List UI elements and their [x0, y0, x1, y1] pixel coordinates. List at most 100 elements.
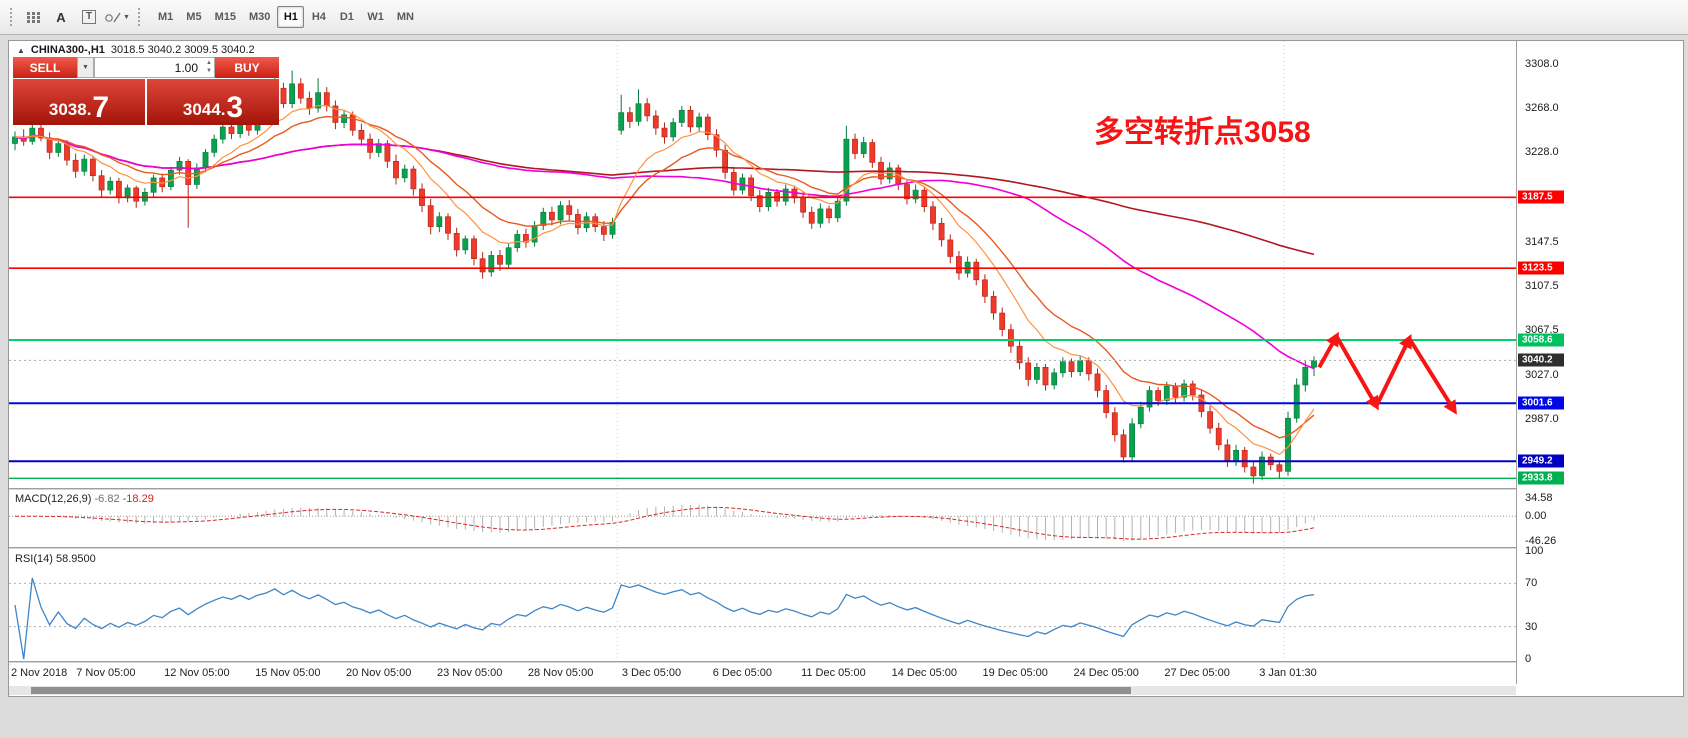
time-label: 28 Nov 05:00 — [527, 667, 594, 679]
pane-separator-macd[interactable] — [9, 488, 1683, 490]
horizontal-lines — [9, 196, 1516, 479]
time-label: 27 Dec 05:00 — [1164, 667, 1230, 679]
ma-lines — [14, 105, 1315, 456]
price-line-badge: 3001.6 — [1518, 396, 1564, 410]
time-label: 19 Dec 05:00 — [982, 667, 1048, 679]
timeframe-h1[interactable]: H1 — [277, 6, 305, 28]
grid-icon-glyph — [26, 11, 40, 23]
timeframe-w1[interactable]: W1 — [367, 11, 384, 23]
macd-axis-tick: 34.58 — [1525, 491, 1553, 504]
macd-indicator-label: MACD(12,26,9) -6.82 -18.29 — [15, 493, 154, 505]
timeframe-m1[interactable]: M1 — [158, 11, 174, 23]
time-label: 11 Dec 05:00 — [801, 667, 866, 679]
macd-axis-tick: -46.26 — [1525, 535, 1557, 548]
price-tick: 3147.5 — [1525, 235, 1559, 248]
current-price-badge: 3040.2 — [1518, 353, 1564, 367]
price-tick: 3107.5 — [1525, 279, 1559, 292]
chart-annotation-text[interactable]: 多空转折点3058 — [1094, 116, 1311, 149]
chart-window: ▲ CHINA300-,H1 3018.5 3040.2 3009.5 3040… — [8, 40, 1684, 697]
price-tick: 3268.0 — [1525, 102, 1559, 115]
time-label: 15 Nov 05:00 — [255, 667, 321, 679]
horizontal-scrollbar[interactable] — [9, 686, 1516, 695]
volume-input[interactable]: 1.00 ▲ ▼ — [94, 57, 215, 78]
macd-name: MACD(12,26,9) — [15, 493, 92, 505]
rsi-axis-tick: 0 — [1525, 653, 1532, 665]
macd-pane — [9, 504, 1516, 542]
price-line-badge: 3058.6 — [1518, 333, 1564, 347]
rsi-pane — [9, 577, 1516, 660]
price-axis: 3308.0 3268.0 3228.0 3147.5 3107.5 3067.5 3027… — [1517, 41, 1683, 684]
price-tick: 3067.5 — [1525, 324, 1559, 337]
top-toolbar: A T ▼ M1 M5 M15 M30 H1 H4 D1 W1 MN — [0, 0, 1688, 35]
rsi-value: 58.9500 — [55, 553, 96, 565]
price-line-badge: 2933.8 — [1518, 471, 1564, 485]
volume-dropdown-icon[interactable]: ▼ — [77, 57, 94, 78]
label-tool-a-button[interactable]: A — [48, 5, 74, 29]
price-line-badge: 3187.5 — [1518, 190, 1564, 204]
buy-button[interactable]: BUY — [215, 57, 279, 78]
volume-spinner: ▲ ▼ — [206, 59, 212, 75]
pane-separator-rsi[interactable] — [9, 547, 1683, 549]
objects-dropdown[interactable]: ▼ — [104, 5, 130, 29]
bid-price[interactable]: 3038. 7 — [13, 79, 145, 125]
timeframe-d1[interactable]: D1 — [339, 11, 354, 23]
scrollbar-thumb[interactable] — [31, 687, 1131, 694]
chart-header: ▲ CHINA300-,H1 3018.5 3040.2 3009.5 3040… — [17, 44, 255, 56]
ask-big-digit: 3 — [226, 90, 244, 124]
forecast-arrows[interactable] — [1317, 331, 1457, 415]
price-tick: 3027.0 — [1525, 369, 1559, 381]
time-label: 23 Nov 05:00 — [436, 667, 503, 679]
toolbar-drag-handle[interactable] — [9, 7, 13, 27]
bid-main-digits: 3038. — [48, 100, 92, 120]
price-line-badge: 2949.2 — [1518, 454, 1564, 468]
time-label: 14 Dec 05:00 — [891, 667, 958, 679]
rsi-axis-tick: 100 — [1525, 545, 1544, 557]
volume-down-icon[interactable]: ▼ — [206, 68, 212, 74]
grid-icon[interactable] — [20, 5, 46, 29]
time-label: 6 Dec 05:00 — [712, 667, 773, 679]
time-label: 7 Nov 05:00 — [76, 667, 136, 679]
time-label: 2 Nov 2018 — [11, 667, 68, 679]
rsi-name: RSI(14) — [15, 553, 53, 565]
time-label: 12 Nov 05:00 — [164, 667, 230, 679]
time-label: 3 Jan 01:30 — [1259, 667, 1317, 679]
timeframe-m5[interactable]: M5 — [186, 11, 202, 23]
time-axis: 2 Nov 2018 7 Nov 05:00 12 Nov 05:00 15 Nov … — [9, 663, 1516, 684]
volume-value: 1.00 — [174, 60, 198, 75]
macd-axis-tick: 0.00 — [1525, 510, 1547, 523]
volume-up-icon[interactable]: ▲ — [206, 60, 212, 66]
text-tool-icon: T — [81, 10, 97, 24]
timeframe-m30[interactable]: M30 — [248, 11, 271, 23]
ask-main-digits: 3044. — [182, 100, 226, 120]
timeframe-m15[interactable]: M15 — [214, 11, 236, 23]
collapse-icon[interactable]: ▲ — [17, 45, 25, 55]
time-label: 3 Dec 05:00 — [621, 667, 682, 679]
chart-canvas[interactable] — [9, 41, 1516, 684]
shapes-icon — [105, 12, 121, 22]
timeframe-h4[interactable]: H4 — [311, 11, 326, 23]
macd-value-signal: -18.29 — [122, 493, 154, 505]
price-line-badge: 3123.5 — [1518, 261, 1564, 275]
time-label: 24 Dec 05:00 — [1073, 667, 1139, 679]
symbol-timeframe-label: CHINA300-,H1 — [30, 44, 105, 56]
rsi-axis-tick: 70 — [1525, 577, 1538, 590]
time-label: 20 Nov 05:00 — [345, 667, 412, 679]
one-click-trading-panel: SELL ▼ 1.00 ▲ ▼ BUY 3038. 7 3044. 3 — [13, 57, 279, 125]
timeframe-group: M1 M5 M15 M30 H1 H4 D1 W1 MN — [152, 6, 420, 28]
pane-separator-timeaxis — [9, 661, 1683, 663]
timeframe-mn[interactable]: MN — [396, 11, 414, 23]
candles-series — [12, 70, 1317, 484]
rsi-axis-tick: 30 — [1525, 620, 1538, 633]
chevron-down-icon: ▼ — [123, 13, 130, 21]
sell-button[interactable]: SELL — [13, 57, 77, 78]
rsi-indicator-label: RSI(14) 58.9500 — [15, 553, 96, 565]
bid-big-digit: 7 — [92, 90, 110, 124]
ask-price[interactable]: 3044. 3 — [147, 79, 279, 125]
price-axis-divider — [1516, 41, 1517, 684]
price-tick: 3228.0 — [1525, 146, 1559, 159]
toolbar-drag-handle-2[interactable] — [137, 7, 141, 27]
macd-value-main: -6.82 — [94, 493, 120, 505]
ohlc-values: 3018.5 3040.2 3009.5 3040.2 — [110, 44, 255, 56]
text-tool-button[interactable]: T — [76, 5, 102, 29]
price-tick: 3308.0 — [1525, 57, 1559, 70]
